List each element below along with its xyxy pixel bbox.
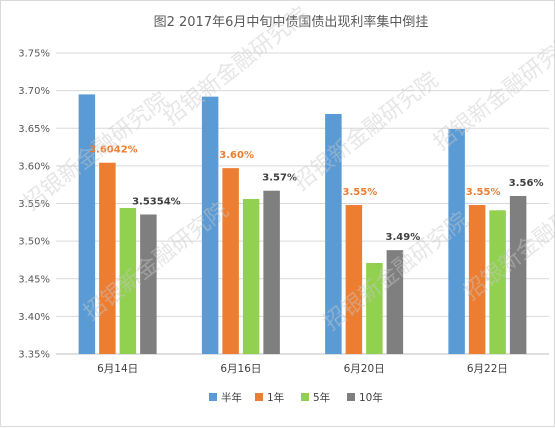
bar-10年-6月16日 bbox=[263, 190, 280, 354]
data-label: 3.49% bbox=[386, 232, 421, 243]
data-label: 3.57% bbox=[262, 173, 297, 184]
legend-label: 1年 bbox=[267, 391, 284, 404]
bar-5年-6月16日 bbox=[242, 198, 260, 354]
y-tick-label: 3.55% bbox=[18, 199, 50, 210]
legend-label: 10年 bbox=[359, 391, 383, 404]
x-category-label: 6月14日 bbox=[97, 363, 138, 375]
data-label: 3.55% bbox=[343, 187, 378, 198]
legend-swatch bbox=[255, 393, 263, 401]
legend-label: 5年 bbox=[313, 391, 330, 404]
bar-半年-6月20日 bbox=[325, 113, 342, 354]
y-tick-label: 3.70% bbox=[18, 86, 50, 97]
bar-半年-6月22日 bbox=[448, 129, 465, 354]
bar-半年-6月14日 bbox=[78, 94, 96, 354]
bar-10年-6月14日 bbox=[140, 214, 157, 354]
y-tick-label: 3.75% bbox=[18, 49, 50, 60]
legend-label: 半年 bbox=[221, 391, 242, 404]
legend-swatch bbox=[347, 393, 355, 401]
watermark-text: 招银新金融研究院 bbox=[429, 28, 555, 156]
bar-1年-6月22日 bbox=[468, 205, 486, 354]
y-tick-label: 3.50% bbox=[18, 237, 50, 248]
bar-5年-6月14日 bbox=[119, 208, 137, 354]
legend: 半年 1年 5年 10年 bbox=[209, 391, 383, 404]
x-axis-categories: 6月14日 6月16日 6月20日 6月22日 bbox=[97, 363, 508, 375]
bar-5年-6月20日 bbox=[366, 262, 383, 354]
data-label: 3.60% bbox=[219, 150, 254, 161]
y-tick-label: 3.35% bbox=[18, 350, 50, 361]
data-label: 3.6042% bbox=[89, 145, 138, 156]
y-tick-label: 3.60% bbox=[18, 161, 50, 172]
gridlines bbox=[56, 52, 549, 355]
data-label: 3.56% bbox=[509, 178, 544, 189]
bar-1年-6月20日 bbox=[345, 205, 363, 354]
bar-10年-6月22日 bbox=[509, 195, 527, 354]
bar-5年-6月22日 bbox=[489, 210, 506, 354]
y-tick-label: 3.45% bbox=[18, 274, 50, 285]
x-category-label: 6月22日 bbox=[467, 363, 508, 375]
y-axis-ticks: 3.35% 3.40% 3.45% 3.50% 3.55% 3.60% 3.65% 3.70%… bbox=[18, 49, 50, 361]
bar-10年-6月20日 bbox=[386, 250, 404, 354]
data-label: 3.5354% bbox=[132, 196, 181, 207]
bar-半年-6月16日 bbox=[201, 96, 219, 355]
y-tick-label: 3.40% bbox=[18, 312, 50, 323]
bar-1年-6月14日 bbox=[99, 162, 116, 354]
x-category-label: 6月20日 bbox=[344, 363, 385, 375]
data-labels: 3.6042% 3.5354% 3.60% 3.57% 3.55% 3.49% 3.55% 3… bbox=[89, 145, 543, 243]
data-label: 3.55% bbox=[466, 187, 501, 198]
legend-swatch bbox=[209, 393, 217, 401]
legend-swatch bbox=[301, 393, 309, 401]
chart-title: 图2 2017年6月中旬中债国债出现利率集中倒挂 bbox=[154, 14, 429, 30]
x-category-label: 6月16日 bbox=[220, 363, 261, 375]
y-tick-label: 3.65% bbox=[18, 124, 50, 135]
watermark-text: 招银新金融研究院 bbox=[289, 68, 443, 196]
bars bbox=[78, 94, 527, 355]
bar-1年-6月16日 bbox=[222, 168, 239, 354]
